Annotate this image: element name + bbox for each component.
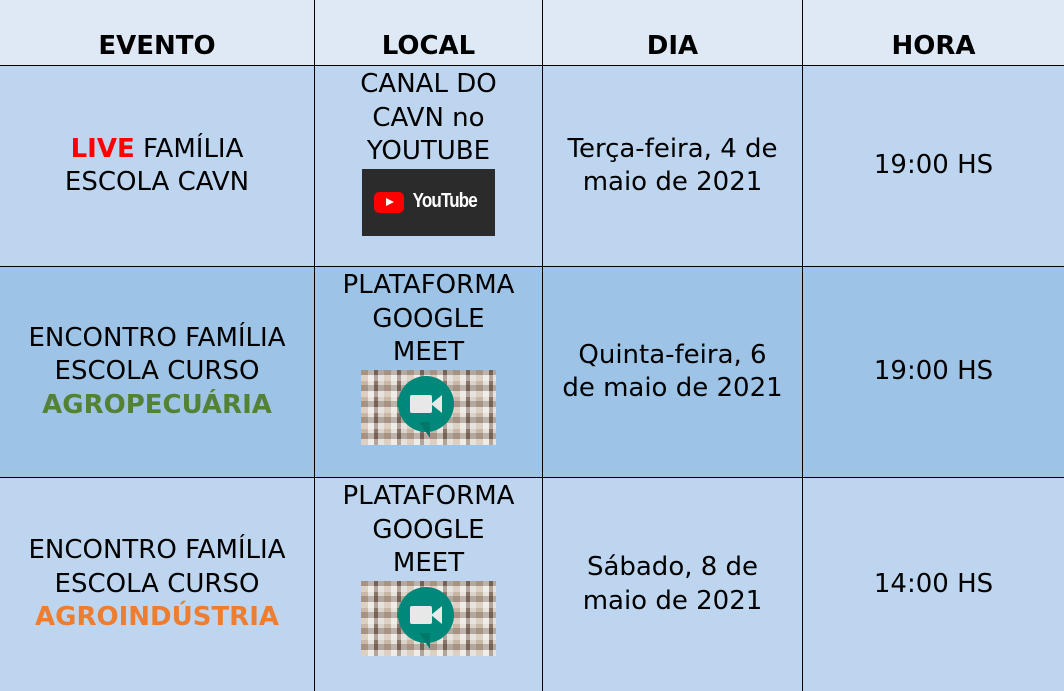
row1-local: CANAL DO CAVN no YOUTUBE YouTube xyxy=(315,66,543,267)
header-evento: EVENTO xyxy=(0,0,315,66)
dia-text: Terça-feira, 4 de xyxy=(567,133,778,164)
evento-text: ENCONTRO FAMÍLIA xyxy=(28,535,286,566)
dia-text: maio de 2021 xyxy=(582,167,763,197)
row1-hora: 19:00 HS xyxy=(803,66,1064,267)
google-meet-logo-icon xyxy=(361,369,496,445)
row3-dia: Sábado, 8 de maio de 2021 xyxy=(543,478,803,691)
row2-evento: ENCONTRO FAMÍLIA ESCOLA CURSO AGROPECUÁR… xyxy=(0,267,315,478)
header-local: LOCAL xyxy=(315,0,543,66)
youtube-wordmark: YouTube xyxy=(412,190,478,213)
evento-line: LIVE FAMÍLIA xyxy=(71,133,244,167)
evento-text: ESCOLA CAVN xyxy=(64,167,250,197)
header-dia: DIA xyxy=(543,0,803,66)
local-text: CAVN no xyxy=(372,102,485,133)
evento-text: ESCOLA CURSO xyxy=(54,568,260,599)
local-text: PLATAFORMA xyxy=(342,270,515,300)
row1-dia: Terça-feira, 4 de maio de 2021 xyxy=(543,66,803,267)
local-text: GOOGLE xyxy=(372,514,485,545)
evento-text: ESCOLA CURSO xyxy=(54,356,260,387)
local-text: YOUTUBE xyxy=(366,136,491,166)
course-agropecuaria: AGROPECUÁRIA xyxy=(42,389,272,420)
live-label: LIVE xyxy=(70,133,135,164)
dia-text: Sábado, 8 de xyxy=(586,552,759,582)
play-icon xyxy=(374,191,405,213)
evento-text: ENCONTRO FAMÍLIA xyxy=(28,322,286,353)
row2-local: PLATAFORMA GOOGLE MEET xyxy=(315,267,543,478)
row2-hora: 19:00 HS xyxy=(803,267,1064,478)
header-hora: HORA xyxy=(803,0,1064,66)
row3-hora: 14:00 HS xyxy=(803,478,1064,691)
row3-local: PLATAFORMA GOOGLE MEET xyxy=(315,478,543,691)
dia-text: Quinta-feira, 6 xyxy=(578,339,767,370)
row1-evento: LIVE FAMÍLIA ESCOLA CAVN xyxy=(0,66,315,267)
dia-text: de maio de 2021 xyxy=(562,373,783,403)
local-text: GOOGLE xyxy=(372,303,485,334)
google-meet-logo-icon xyxy=(361,580,496,656)
youtube-logo-icon: YouTube xyxy=(362,168,495,236)
course-agroindustria: AGROINDÚSTRIA xyxy=(35,602,279,633)
dia-text: maio de 2021 xyxy=(582,585,763,616)
local-text: CANAL DO xyxy=(360,69,497,99)
row2-dia: Quinta-feira, 6 de maio de 2021 xyxy=(543,267,803,478)
local-text: PLATAFORMA xyxy=(342,481,515,511)
local-text: MEET xyxy=(392,337,465,367)
evento-text: FAMÍLIA xyxy=(142,133,244,164)
local-text: MEET xyxy=(392,548,465,578)
row3-evento: ENCONTRO FAMÍLIA ESCOLA CURSO AGROINDÚST… xyxy=(0,478,315,691)
